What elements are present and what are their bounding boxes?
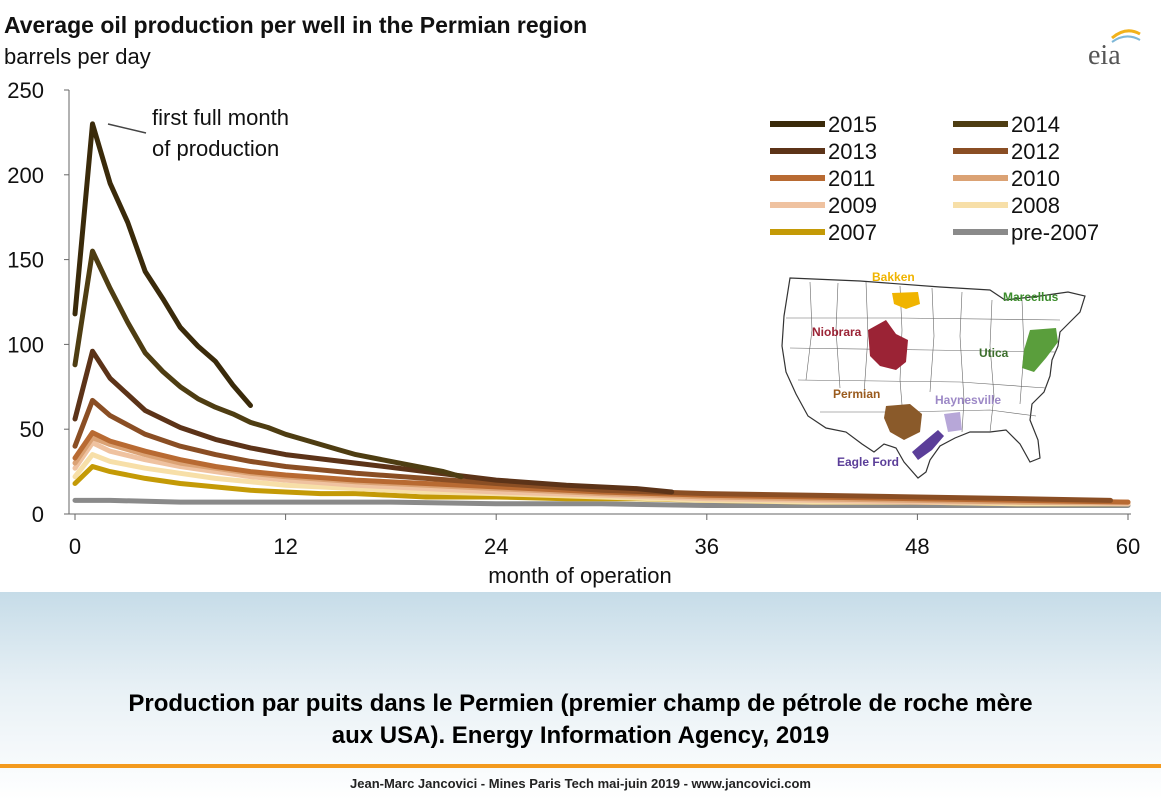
y-tick-label: 0 [32,502,44,527]
map-label-bakken: Bakken [872,270,915,284]
eagle-ford-region [912,430,944,460]
ticks: 0 50 100 150 200 250 0 12 24 36 48 60 [7,78,1140,559]
map-labels: Bakken Marcellus Niobrara Utica Permian Hayne… [812,270,1059,469]
us-outline [781,277,1086,479]
eia-logo-text: eia [1088,40,1121,71]
chart-title: Average oil production per well in the P… [4,12,587,38]
series-line-2014 [72,248,464,480]
legend-label-2011: 2011 [828,166,875,191]
legend-label-pre-2007: pre-2007 [1011,220,1099,245]
x-tick-label: 48 [905,534,929,559]
legend-label-2008: 2008 [1011,193,1060,218]
map-label-haynesville: Haynesville [935,393,1001,407]
slide-caption-line1: Production par puits dans le Permien (pr… [128,690,1033,717]
x-tick-label: 24 [484,534,508,559]
eia-logo: eia [1088,29,1141,71]
y-tick-label: 150 [7,248,44,273]
chart-subtitle: barrels per day [4,44,151,69]
x-tick-label: 0 [69,534,81,559]
y-tick-label: 200 [7,163,44,188]
series-line-2012 [72,397,1113,503]
legend-label-2015: 2015 [828,112,877,137]
series-group [72,121,1131,508]
legend-label-2007: 2007 [828,220,877,245]
legend-label-2013: 2013 [828,139,877,164]
annotation-line2: of production [152,136,279,161]
map-label-permian: Permian [833,387,880,401]
map-label-marcellus: Marcellus [1003,290,1059,304]
map-label-utica: Utica [979,346,1009,360]
x-tick-label: 60 [1116,534,1140,559]
annotation-leader [107,123,147,134]
series-line-pre-2007 [72,497,1131,508]
x-tick-label: 36 [695,534,719,559]
series-line-2013 [72,348,675,495]
map-label-niobrara: Niobrara [812,325,862,339]
y-tick-label: 50 [20,417,44,442]
us-shale-map: Bakken Marcellus Niobrara Utica Permian Hayne… [781,270,1086,479]
y-tick-label: 100 [7,332,44,357]
series-line-2015 [72,121,253,408]
y-tick-label: 250 [7,78,44,103]
marcellus-region [1022,328,1058,372]
slide-caption-line2: aux USA). Energy Information Agency, 201… [331,722,830,749]
legend-label-2009: 2009 [828,193,877,218]
haynesville-region [944,412,962,432]
annotation: first full month of production [107,105,289,161]
legend-label-2014: 2014 [1011,112,1060,137]
x-tick-label: 12 [273,534,297,559]
bakken-region [892,292,920,309]
axes [68,90,1131,515]
map-label-eagle-ford: Eagle Ford [837,455,899,469]
legend-label-2012: 2012 [1011,139,1060,164]
chart: Average oil production per well in the P… [4,12,1141,588]
legend-label-2010: 2010 [1011,166,1060,191]
slide-footer: Jean-Marc Jancovici - Mines Paris Tech m… [350,776,811,791]
legend: 2015 2014 2013 2012 2011 2010 2009 2008 2007 pre-… [770,112,1099,245]
x-axis-label: month of operation [488,563,671,588]
permian-region [884,404,922,440]
footer-rule [0,764,1161,768]
niobrara-region [868,320,908,370]
annotation-line1: first full month [152,105,289,130]
